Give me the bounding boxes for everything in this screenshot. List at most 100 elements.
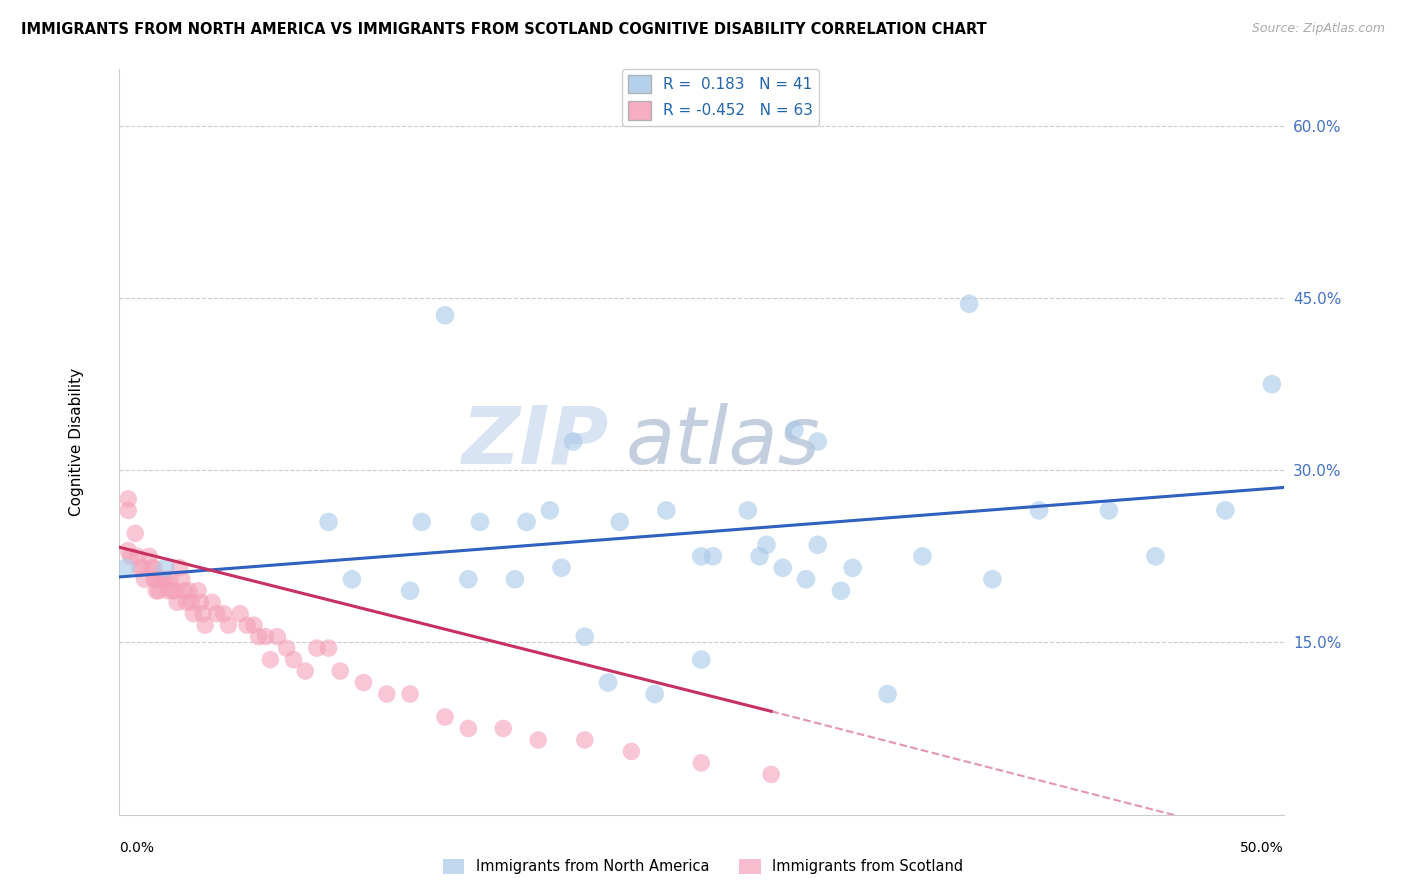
Point (159, 572, 181, 586)
Point (169, 561, 191, 575)
Point (247, 630, 270, 644)
Point (1028, 503, 1050, 517)
Point (127, 549, 149, 564)
Point (254, 630, 277, 644)
Point (259, 652, 281, 666)
Point (620, 744, 643, 758)
Point (609, 515, 631, 529)
Point (353, 675, 375, 690)
Point (305, 641, 328, 656)
Point (550, 561, 572, 575)
Point (318, 641, 340, 656)
Point (794, 572, 817, 586)
Point (142, 572, 165, 586)
Point (155, 561, 177, 575)
Point (212, 607, 235, 621)
Point (155, 572, 177, 586)
Point (205, 607, 228, 621)
Point (690, 756, 713, 770)
Point (702, 549, 724, 564)
Point (177, 583, 200, 598)
Point (468, 515, 491, 529)
Point (655, 503, 678, 517)
Y-axis label: Cognitive Disability: Cognitive Disability (69, 368, 84, 516)
Point (1261, 377, 1284, 392)
Point (148, 583, 170, 598)
Point (538, 503, 561, 517)
Point (283, 652, 305, 666)
Point (145, 572, 167, 586)
Point (134, 572, 156, 586)
Point (117, 543, 139, 558)
Point (457, 572, 479, 586)
Point (759, 767, 782, 781)
Point (434, 308, 457, 322)
Text: atlas: atlas (626, 402, 820, 481)
Point (807, 434, 830, 449)
Point (117, 503, 139, 517)
Point (807, 538, 830, 552)
Point (1098, 503, 1121, 517)
Point (644, 687, 666, 701)
Point (187, 583, 209, 598)
Point (457, 722, 479, 736)
Point (115, 561, 138, 575)
Point (876, 687, 898, 701)
Point (124, 526, 146, 541)
Point (173, 583, 195, 598)
Point (574, 733, 596, 747)
Point (138, 549, 160, 564)
Text: Source: ZipAtlas.com: Source: ZipAtlas.com (1251, 22, 1385, 36)
Point (957, 297, 980, 311)
Point (911, 549, 934, 564)
Legend: R =  0.183   N = 41, R = -0.452   N = 63: R = 0.183 N = 41, R = -0.452 N = 63 (621, 69, 818, 126)
Point (183, 607, 205, 621)
Point (1144, 549, 1167, 564)
Point (411, 515, 433, 529)
Point (120, 549, 142, 564)
Point (748, 549, 770, 564)
Text: ZIP: ZIP (461, 402, 607, 481)
Point (266, 630, 288, 644)
Point (191, 607, 214, 621)
Point (399, 583, 422, 598)
Point (981, 572, 1004, 586)
Point (318, 515, 340, 529)
Point (399, 687, 422, 701)
Point (562, 434, 585, 449)
Point (128, 561, 150, 575)
Point (1215, 503, 1237, 517)
Point (830, 583, 852, 598)
Point (294, 664, 316, 678)
Point (755, 538, 778, 552)
Point (166, 595, 188, 609)
Point (201, 595, 224, 609)
Point (783, 423, 806, 437)
Point (163, 583, 186, 598)
Point (329, 664, 352, 678)
Point (145, 583, 167, 598)
Point (340, 572, 363, 586)
Point (243, 618, 266, 632)
Point (131, 561, 153, 575)
Point (217, 618, 239, 632)
Point (194, 618, 217, 632)
Point (516, 515, 538, 529)
Point (149, 572, 172, 586)
Point (503, 572, 526, 586)
Point (690, 652, 713, 666)
Text: 50.0%: 50.0% (1240, 841, 1284, 855)
Point (596, 675, 619, 690)
Point (152, 572, 174, 586)
Point (176, 595, 198, 609)
Point (841, 561, 863, 575)
Point (772, 561, 794, 575)
Text: IMMIGRANTS FROM NORTH AMERICA VS IMMIGRANTS FROM SCOTLAND COGNITIVE DISABILITY C: IMMIGRANTS FROM NORTH AMERICA VS IMMIGRA… (21, 22, 987, 37)
Point (276, 641, 298, 656)
Point (375, 687, 398, 701)
Point (117, 491, 139, 506)
Point (190, 595, 212, 609)
Legend: Immigrants from North America, Immigrants from Scotland: Immigrants from North America, Immigrant… (437, 853, 969, 880)
Point (170, 572, 193, 586)
Point (492, 722, 515, 736)
